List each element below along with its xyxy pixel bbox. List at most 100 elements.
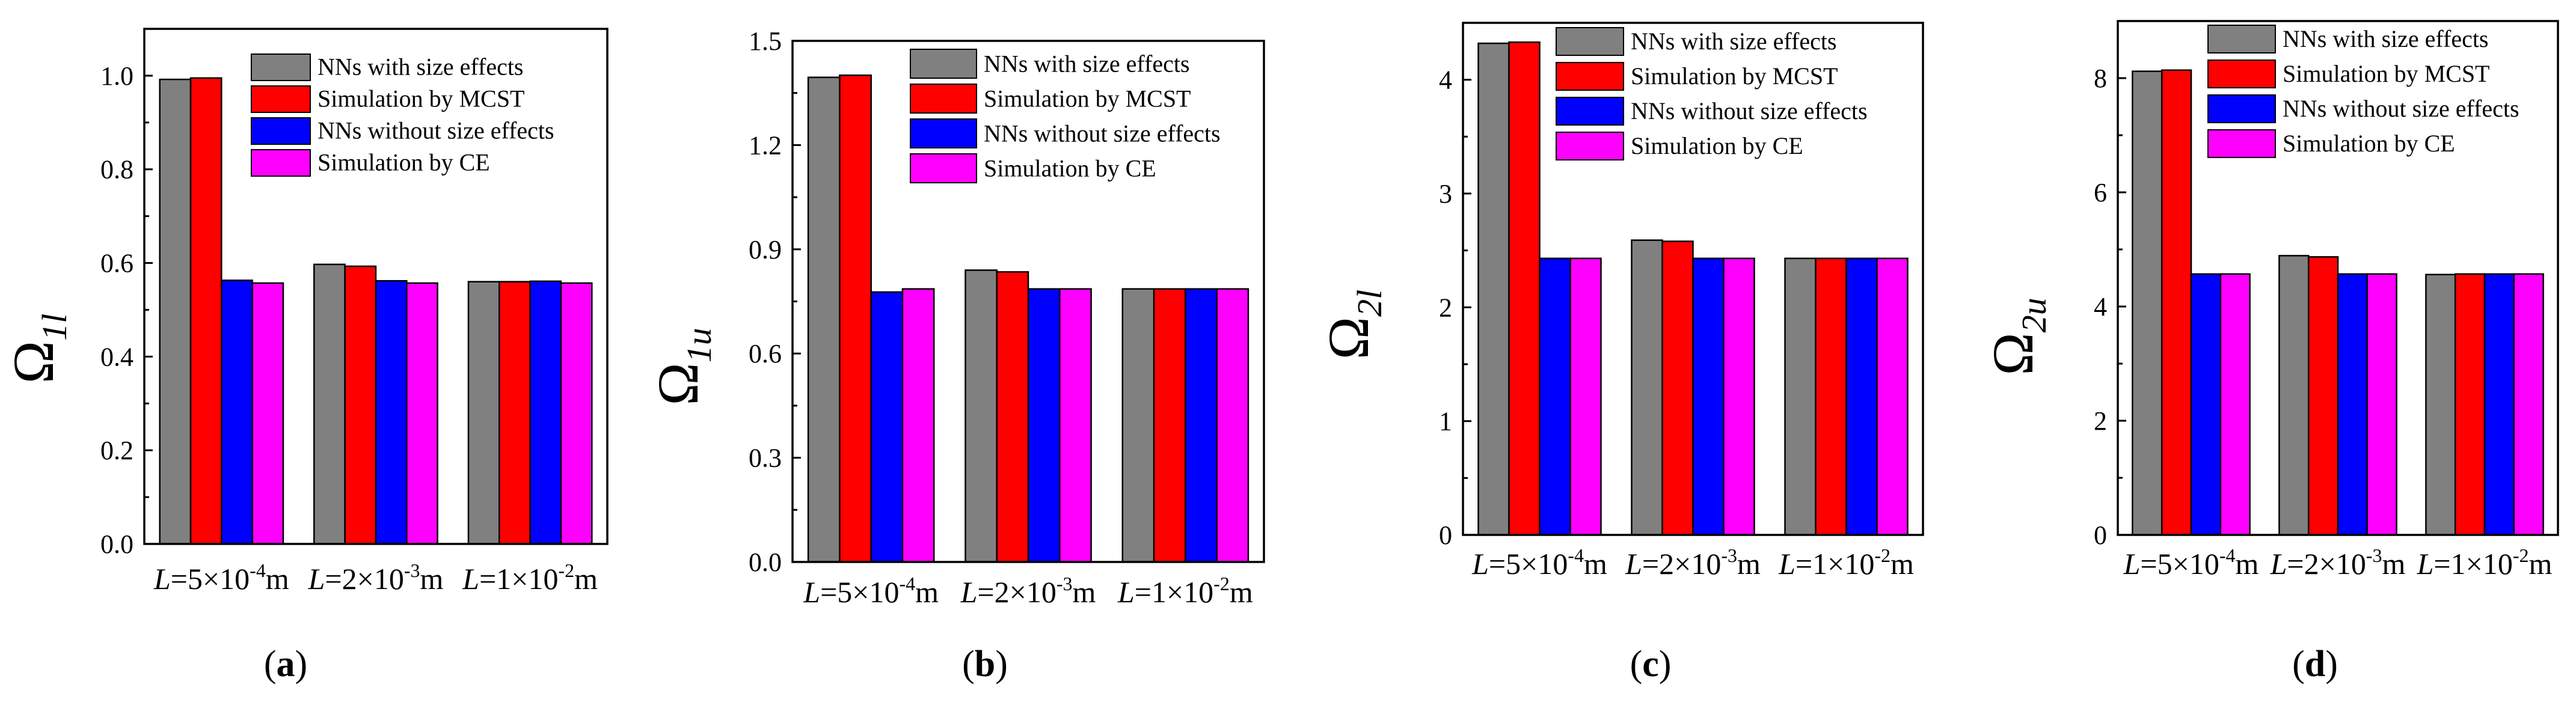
legend-swatch [1556, 132, 1624, 160]
bar-c-s0-c0 [1477, 42, 1510, 536]
x-category-label: L=5×10-4m [1471, 545, 1607, 581]
bar-b-s0-c2 [1121, 288, 1155, 563]
bar-b-s1-c2 [1153, 288, 1186, 563]
y-tick-label: 2 [1439, 293, 1452, 322]
legend-label: NNs without size effects [984, 120, 1221, 147]
bar-a-s3-c0 [251, 282, 284, 545]
x-category-label: L=1×10-2m [1778, 545, 1914, 581]
legend-swatch [1556, 27, 1624, 56]
panel-label: (d) [2292, 644, 2338, 685]
legend-swatch [910, 49, 977, 79]
legend-label: NNs without size effects [2283, 95, 2519, 122]
bar-d-s0-c0 [2132, 70, 2163, 536]
y-tick-label: 4 [2094, 292, 2107, 322]
bar-a-s2-c1 [375, 279, 408, 545]
bar-c-s0-c2 [1784, 257, 1817, 536]
legend-label: Simulation by MCST [1631, 63, 1838, 90]
legend-swatch [1556, 62, 1624, 91]
bar-d-s1-c2 [2454, 273, 2486, 536]
y-tick-label: 1.5 [749, 26, 782, 56]
y-tick-label: 0.4 [100, 342, 133, 371]
bar-d-s2-c1 [2337, 273, 2369, 536]
bar-d-s1-c0 [2160, 69, 2192, 536]
bar-b-s2-c0 [870, 291, 904, 563]
legend-label: Simulation by CE [2283, 130, 2455, 157]
legend-label: NNs without size effects [317, 117, 554, 144]
bar-a-s0-c2 [467, 281, 500, 545]
y-axis-label: Ω1u [646, 328, 719, 405]
bar-d-s2-c0 [2190, 273, 2222, 536]
legend-label: Simulation by MCST [317, 85, 525, 112]
legend-swatch [910, 84, 977, 114]
legend-label: Simulation by MCST [2283, 60, 2490, 87]
y-tick-label: 4 [1439, 66, 1452, 95]
x-category-label: L=2×10-3m [308, 560, 444, 596]
bar-b-s0-c1 [964, 269, 998, 563]
legend-label: NNs without size effects [1631, 97, 1868, 124]
bar-b-s3-c2 [1216, 288, 1250, 563]
y-tick-label: 0 [2094, 520, 2107, 550]
y-tick-label: 6 [2094, 178, 2107, 207]
y-tick-label: 0.3 [749, 444, 782, 473]
x-category-label: L=5×10-4m [803, 573, 939, 609]
legend-swatch [1556, 97, 1624, 126]
bar-b-s3-c1 [1059, 288, 1092, 563]
bar-b-s2-c1 [1027, 288, 1061, 563]
legend-swatch [2207, 129, 2276, 158]
legend-label: Simulation by MCST [984, 85, 1191, 112]
bar-a-s1-c1 [344, 265, 377, 545]
y-axis-label: Ω1l [1, 314, 74, 383]
bar-d-s3-c1 [2366, 273, 2397, 536]
bar-d-s3-c2 [2513, 273, 2544, 536]
legend-swatch [2207, 25, 2276, 53]
chart-panel-d: 0 2 4 6 8 L=5×10-4m L=2×10-3m L=1×10-2m Ω2u NNs w… [1981, 20, 2559, 685]
bar-c-s3-c2 [1876, 257, 1909, 536]
y-tick-label: 2 [2094, 406, 2107, 436]
bar-c-s2-c1 [1692, 257, 1725, 536]
bar-b-s1-c0 [839, 74, 872, 563]
x-category-label: L=2×10-3m [1625, 545, 1761, 581]
y-tick-label: 0.2 [100, 436, 133, 465]
legend-swatch [251, 117, 311, 145]
bar-a-s1-c0 [189, 77, 222, 545]
legend-label: NNs with size effects [2283, 25, 2489, 52]
bar-a-s2-c2 [529, 280, 562, 545]
bar-a-s0-c1 [313, 263, 346, 545]
panel-label: (b) [962, 644, 1008, 685]
bar-b-s2-c2 [1185, 288, 1218, 563]
bar-a-s3-c2 [560, 282, 593, 545]
legend-label: NNs with size effects [317, 53, 524, 80]
legend-label: Simulation by CE [1631, 132, 1803, 159]
panel-label: (c) [1630, 644, 1672, 685]
bar-a-s3-c1 [406, 282, 438, 545]
y-tick-label: 0.9 [749, 235, 782, 264]
y-axis-label: Ω2u [1981, 298, 2053, 375]
y-tick-label: 3 [1439, 179, 1452, 209]
x-category-label: L=1×10-2m [462, 560, 598, 596]
bar-c-s2-c2 [1845, 257, 1878, 536]
y-tick-label: 0.6 [100, 249, 133, 278]
plot-frame [1462, 22, 1924, 536]
y-tick-label: 0 [1439, 520, 1452, 550]
legend-label: NNs with size effects [984, 50, 1190, 77]
legend-label: Simulation by CE [984, 154, 1156, 182]
bar-c-s2-c0 [1539, 257, 1571, 536]
bar-b-s1-c1 [996, 271, 1029, 563]
bar-b-s0-c0 [807, 76, 841, 563]
chart-panel-a: 0.0 0.2 0.4 0.6 0.8 1.0 L=5×10-4m L=2×10-3m L=1×… [1, 28, 609, 685]
bar-a-s2-c0 [221, 279, 253, 545]
x-category-label: L=1×10-2m [1117, 573, 1253, 609]
bar-b-s3-c0 [901, 288, 935, 563]
plot-frame [143, 28, 609, 545]
bar-c-s1-c1 [1661, 240, 1694, 536]
plot-frame [2117, 20, 2559, 536]
bar-c-s1-c2 [1815, 257, 1847, 536]
y-tick-label: 0.8 [100, 155, 133, 185]
legend-swatch [251, 53, 311, 81]
x-category-label: L=2×10-3m [960, 573, 1096, 609]
legend-swatch [910, 153, 977, 183]
bar-c-s0-c1 [1631, 239, 1663, 536]
bar-d-s0-c1 [2278, 255, 2310, 536]
bar-c-s3-c0 [1569, 257, 1602, 536]
